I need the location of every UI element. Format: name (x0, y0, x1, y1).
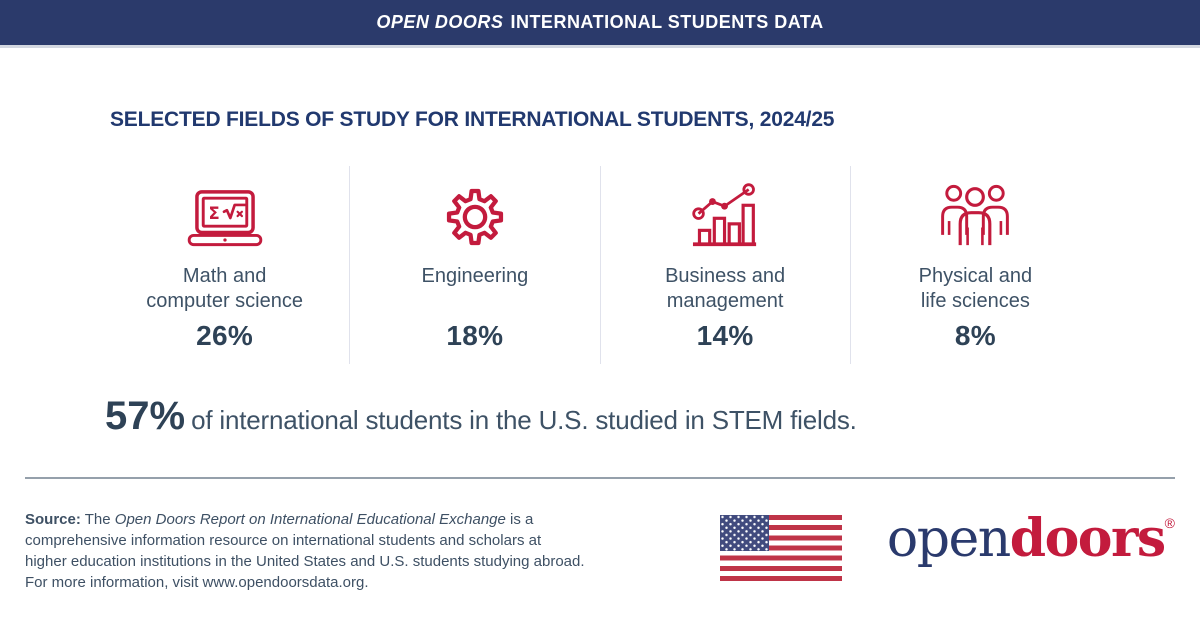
source-url-line: For more information, visit www.opendoor… (25, 574, 369, 591)
us-flag-canton (719, 515, 769, 551)
opendoors-logo: opendoors® (887, 513, 1175, 566)
stat-label: Engineering (421, 265, 529, 287)
top-banner: OPEN DOORS INTERNATIONAL STUDENTS DATA (0, 0, 1200, 48)
bar-chart-icon (690, 180, 760, 248)
stem-percentage: 57% (105, 394, 186, 438)
laptop-math-icon: Σ (181, 180, 269, 248)
stat-label: Physical and life sciences (918, 265, 1033, 312)
source-text: Source: The Open Doors Report on Interna… (25, 509, 663, 593)
stat-engineering: Engineering 18% (349, 166, 599, 364)
banner-title: OPEN DOORS INTERNATIONAL STUDENTS DATA (376, 12, 823, 33)
stat-value: 18% (446, 320, 504, 351)
stat-value: 8% (954, 320, 996, 351)
svg-text:Σ: Σ (208, 204, 219, 223)
footer-divider (25, 477, 1175, 479)
people-icon (938, 180, 1012, 248)
stat-math-computer-science: Σ Math and computer science 26% (100, 166, 349, 364)
logo-doors: doors (1009, 508, 1166, 569)
section-heading: SELECTED FIELDS OF STUDY FOR INTERNATION… (110, 108, 835, 131)
banner-title-rest: INTERNATIONAL STUDENTS DATA (510, 12, 824, 32)
banner-title-italic: OPEN DOORS (376, 12, 504, 32)
footer: Source: The Open Doors Report on Interna… (25, 505, 1175, 593)
stat-label: Math and computer science (146, 265, 303, 312)
stats-row: Σ Math and computer science 26% Engineer… (100, 166, 1100, 364)
report-title: Open Doors Report on International Educa… (114, 511, 506, 528)
us-flag-icon (719, 515, 842, 581)
stat-value: 26% (196, 320, 254, 351)
stem-statement: 57% of international students in the U.S.… (105, 394, 1200, 439)
registered-mark-icon: ® (1164, 515, 1175, 531)
stat-physical-life-sciences: Physical and life sciences 8% (849, 166, 1100, 364)
stat-business-management: Business and management 14% (599, 166, 850, 364)
logo-open: open (886, 509, 1011, 569)
stat-value: 14% (696, 320, 754, 351)
stem-statement-text: of international students in the U.S. st… (191, 405, 857, 435)
stat-label: Business and management (665, 265, 786, 312)
source-label: Source: (25, 511, 81, 528)
gear-icon (444, 180, 506, 248)
